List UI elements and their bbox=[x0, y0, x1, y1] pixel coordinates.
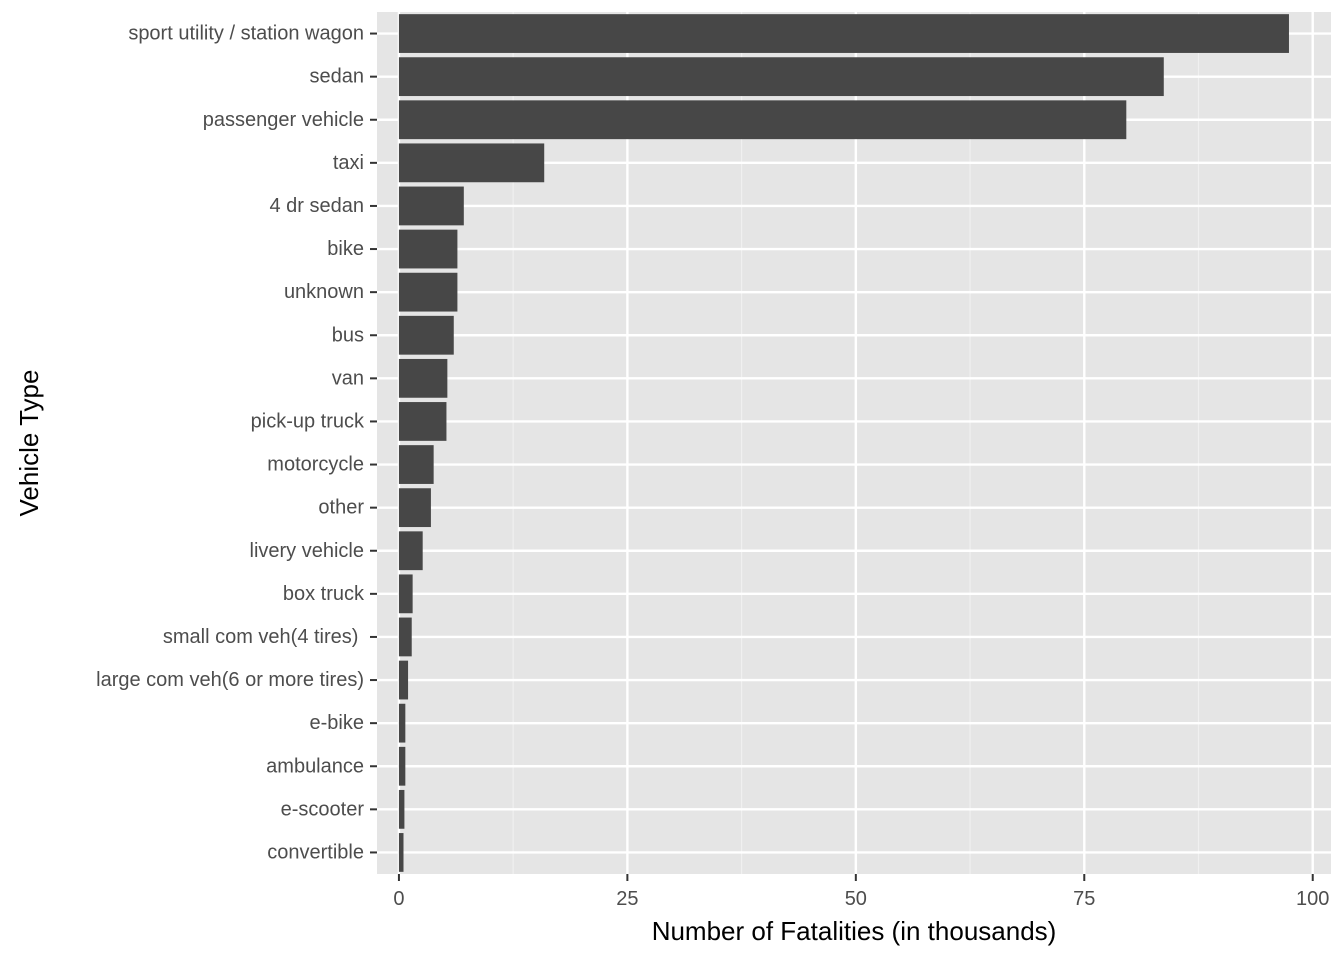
y-tick-label: large com veh(6 or more tires) bbox=[96, 669, 364, 691]
x-tick-label: 0 bbox=[393, 888, 404, 910]
bar bbox=[398, 789, 405, 829]
bar bbox=[398, 358, 448, 398]
bar bbox=[398, 574, 413, 614]
bar bbox=[398, 531, 423, 571]
y-tick-label: convertible bbox=[267, 841, 364, 863]
y-axis: sport utility / station wagon sedan passen… bbox=[96, 23, 377, 863]
x-tick-label: 50 bbox=[845, 888, 867, 910]
y-tick-label: pick-up truck bbox=[251, 410, 365, 432]
bar bbox=[398, 57, 1164, 97]
y-tick-label: box truck bbox=[283, 583, 365, 605]
minor-gridlines bbox=[512, 12, 1200, 874]
y-tick-label: other bbox=[318, 497, 364, 519]
bar bbox=[398, 660, 409, 700]
y-tick-label: bike bbox=[327, 238, 364, 260]
bar bbox=[398, 703, 406, 743]
y-axis-title: Vehicle Type bbox=[14, 370, 44, 517]
plot-panel bbox=[377, 12, 1331, 874]
bar bbox=[398, 402, 447, 441]
x-tick-label: 75 bbox=[1073, 888, 1095, 910]
y-tick-label: ambulance bbox=[266, 755, 364, 777]
y-tick-label: small com veh(4 tires) bbox=[163, 626, 364, 648]
bar bbox=[398, 833, 404, 872]
y-tick-label: taxi bbox=[333, 152, 364, 174]
y-tick-label: sedan bbox=[310, 66, 365, 88]
y-tick-label: unknown bbox=[284, 281, 364, 303]
y-tick-label: bus bbox=[332, 324, 364, 346]
bar bbox=[398, 445, 434, 484]
x-tick-label: 25 bbox=[616, 888, 638, 910]
bar bbox=[398, 746, 406, 786]
y-tick-label: passenger vehicle bbox=[203, 109, 364, 131]
x-axis-title: Number of Fatalities (in thousands) bbox=[652, 916, 1057, 946]
bar bbox=[398, 143, 545, 183]
y-tick-label: e-bike bbox=[310, 712, 364, 734]
y-tick-label: livery vehicle bbox=[250, 540, 364, 562]
y-tick-label: van bbox=[332, 367, 364, 389]
bar bbox=[398, 14, 1289, 53]
y-tick-label: motorcycle bbox=[267, 454, 364, 476]
bar bbox=[398, 186, 464, 226]
y-tick-label: e-scooter bbox=[281, 798, 365, 820]
bar bbox=[398, 488, 431, 528]
y-tick-label: sport utility / station wagon bbox=[128, 23, 364, 45]
bar bbox=[398, 229, 458, 269]
bars bbox=[398, 14, 1289, 872]
x-axis: 0 25 50 75 100 bbox=[393, 874, 1329, 910]
bar bbox=[398, 617, 412, 657]
bar bbox=[398, 100, 1127, 140]
bar bbox=[398, 272, 458, 312]
x-tick-label: 100 bbox=[1296, 888, 1329, 910]
bar bbox=[398, 315, 454, 355]
y-tick-label: 4 dr sedan bbox=[269, 195, 364, 217]
